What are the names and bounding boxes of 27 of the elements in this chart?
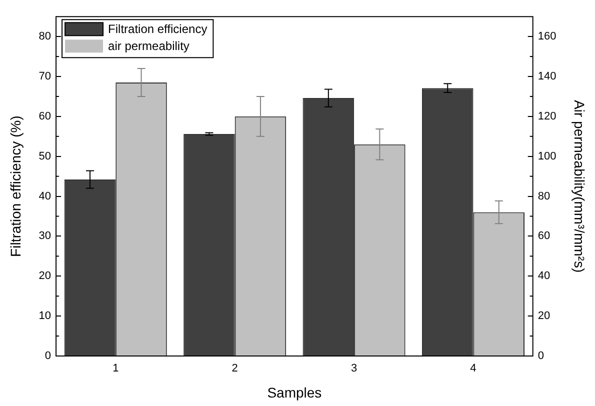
x-tick-label: 2	[232, 362, 238, 375]
x-tick-label: 1	[112, 362, 119, 375]
y-tick-label: 20	[38, 270, 52, 282]
y2-tick-label: 120	[538, 110, 556, 122]
y-axis-title: Filtration efficiency (%)	[7, 116, 24, 257]
y2-tick-label: 160	[538, 30, 556, 43]
y-tick-label: 30	[38, 230, 52, 242]
x-tick-label: 3	[350, 362, 358, 375]
legend-label: Filtration efficiency	[108, 22, 208, 36]
y2-axis-title: Air permeability(mm³/mm²s)	[572, 100, 588, 273]
y-tick-label: 40	[38, 190, 52, 202]
y-tick-label: 0	[44, 350, 52, 362]
y-tick-label: 60	[38, 110, 52, 122]
y2-tick-label: 0	[538, 350, 544, 362]
y-tick-label: 50	[38, 150, 52, 162]
y-tick-label: 80	[38, 30, 52, 43]
y2-tick-label: 140	[538, 70, 556, 83]
y2-tick-label: 60	[538, 230, 550, 242]
y2-tick-label: 20	[538, 310, 550, 322]
x-axis-title: Samples	[267, 384, 322, 400]
y2-tick-label: 100	[538, 150, 556, 162]
y-tick-label: 70	[38, 70, 52, 83]
y2-tick-label: 40	[538, 270, 550, 282]
x-tick-label: 4	[470, 362, 476, 375]
legend-label: air permeability	[108, 38, 190, 53]
y-tick-label: 10	[38, 310, 52, 322]
y2-tick-label: 80	[538, 190, 550, 202]
